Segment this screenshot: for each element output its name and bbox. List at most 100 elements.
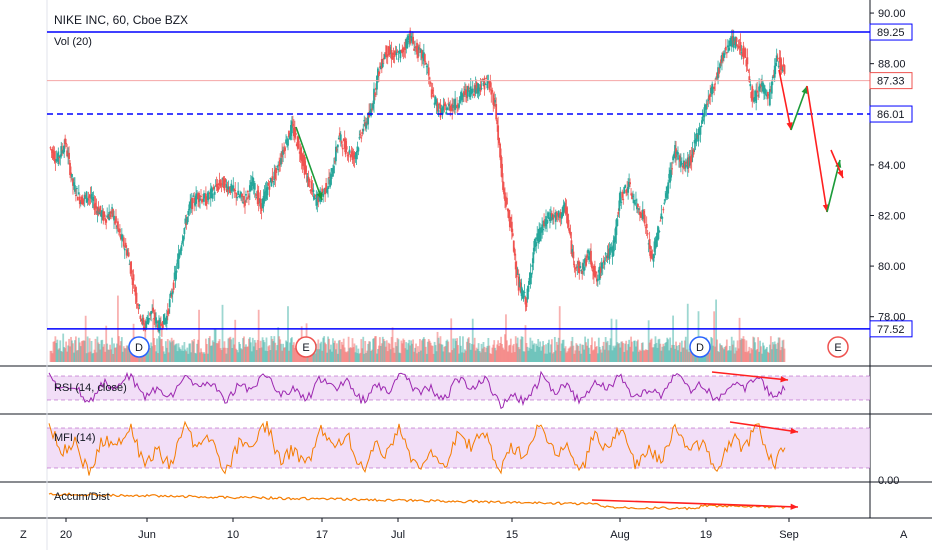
volume-bar <box>657 339 660 362</box>
candle-body <box>254 194 257 196</box>
volume-bar <box>157 353 159 362</box>
volume-bar <box>711 338 714 362</box>
candle-body <box>766 91 769 99</box>
volume-bar <box>518 349 521 362</box>
volume-bar <box>232 337 235 362</box>
candle-body <box>139 315 142 319</box>
volume-bar <box>342 338 345 362</box>
candle-body <box>281 151 284 158</box>
volume-bar <box>587 338 589 362</box>
candle-body <box>455 106 458 108</box>
volume-bar <box>226 347 229 362</box>
candle-body <box>522 295 525 299</box>
candle-body <box>70 172 72 176</box>
candle-body <box>649 250 652 259</box>
event-marker-letter: E <box>834 342 841 354</box>
volume-bar <box>433 341 436 362</box>
volume-bar <box>724 345 727 362</box>
volume-bar <box>661 346 664 362</box>
volume-bar <box>361 348 364 362</box>
volume-bar <box>351 338 354 362</box>
volume-bar <box>192 341 195 362</box>
candle-body <box>137 307 140 310</box>
volume-bar <box>447 341 450 362</box>
candle-body <box>700 125 703 127</box>
volume-bar <box>76 350 79 362</box>
candle-body <box>752 97 755 101</box>
candle-body <box>691 149 694 155</box>
time-tick-label: 17 <box>316 529 328 541</box>
volume-bar <box>777 337 780 362</box>
volume-bar <box>439 336 442 362</box>
volume-bar <box>371 349 373 362</box>
candle-body <box>180 245 183 251</box>
candle-body <box>537 233 540 244</box>
volume-bar <box>500 336 502 362</box>
candle-body <box>212 186 215 190</box>
volume-bar <box>651 347 654 362</box>
volume-bar <box>494 347 497 362</box>
candle-body <box>430 89 433 98</box>
candle-body <box>603 261 606 265</box>
candle-body <box>232 185 235 191</box>
volume-bar <box>585 342 588 362</box>
volume-bar <box>354 352 357 362</box>
candle-body <box>100 212 103 217</box>
candle-body <box>715 77 717 79</box>
candle-body <box>461 92 463 101</box>
volume-bar <box>323 336 326 362</box>
candle-body <box>716 72 718 79</box>
candle-body <box>344 141 347 155</box>
volume-bar <box>595 346 598 362</box>
candle-body <box>195 193 198 204</box>
volume-bar <box>369 341 371 362</box>
candle-body <box>574 268 577 270</box>
volume-bar <box>590 345 592 362</box>
candle-body <box>688 156 691 166</box>
volume-bar <box>722 347 724 362</box>
candle-body <box>93 203 96 211</box>
candle-body <box>166 311 169 315</box>
volume-bar <box>712 345 715 362</box>
candle-body <box>622 198 625 200</box>
volume-bar <box>375 336 377 362</box>
volume-bar <box>626 350 629 362</box>
volume-bar <box>275 350 278 362</box>
candle-body <box>681 165 684 168</box>
volume-bar <box>745 340 748 362</box>
volume-bar <box>646 350 649 362</box>
candle-body <box>554 212 557 222</box>
candle-body <box>161 321 164 328</box>
candle-body <box>294 132 297 135</box>
candle-body <box>221 177 224 180</box>
candle-body <box>660 213 663 219</box>
volume-bar <box>539 341 542 362</box>
time-tick-label: Aug <box>610 529 630 541</box>
candle-body <box>712 86 715 89</box>
volume-bar <box>118 336 120 362</box>
volume-bar <box>104 351 107 362</box>
volume-bar <box>392 347 395 362</box>
volume-bar <box>189 343 192 362</box>
candle-body <box>123 248 126 251</box>
candle-body <box>262 195 265 207</box>
candle-body <box>750 91 753 99</box>
candle-body <box>432 94 435 97</box>
divergence-arrow-head <box>790 427 798 435</box>
volume-bar <box>747 350 750 362</box>
candle-body <box>309 189 312 192</box>
volume-bar <box>406 349 409 362</box>
candle-body <box>510 221 513 233</box>
candle-body <box>636 205 638 210</box>
volume-bar <box>678 345 680 362</box>
candle-body <box>476 87 479 94</box>
candle-body <box>572 251 575 259</box>
volume-bar <box>258 348 261 362</box>
candle-body <box>128 263 131 265</box>
volume-bar <box>676 345 678 362</box>
candle-body <box>87 196 90 198</box>
volume-bar <box>732 340 735 362</box>
volume-bar <box>206 353 209 362</box>
candle-body <box>767 94 770 96</box>
